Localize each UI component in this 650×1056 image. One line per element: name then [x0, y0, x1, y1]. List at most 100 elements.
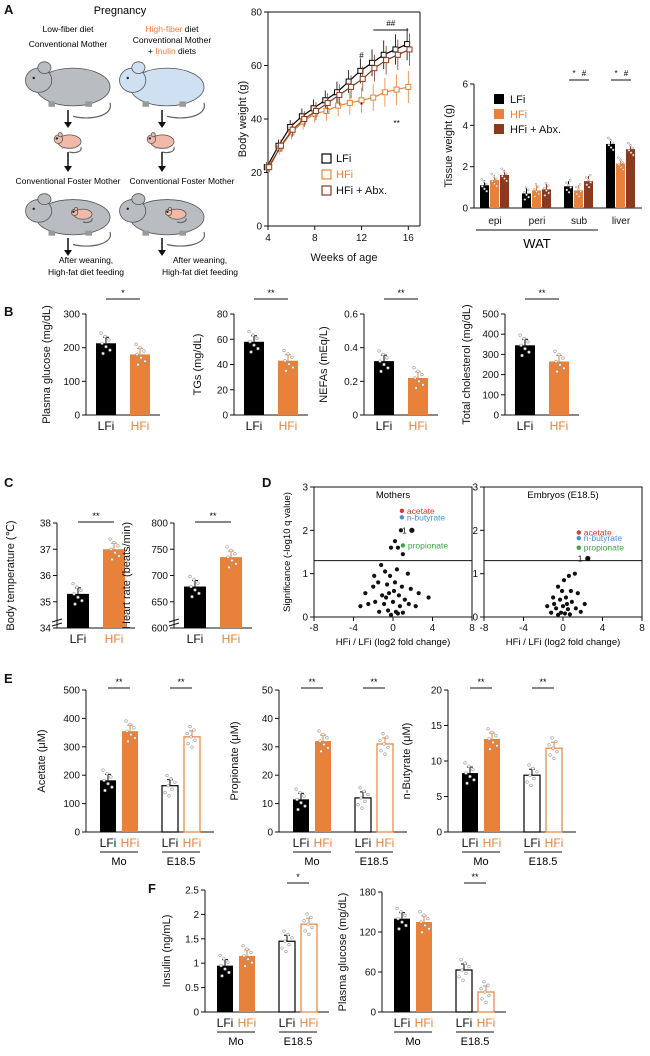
e_propionate-y-tick-label: 30 [262, 742, 274, 753]
volcano-point [559, 588, 565, 594]
bar-dot [290, 355, 294, 359]
line-point [406, 46, 413, 53]
e_butyrate-y-tick-label: 0 [436, 828, 442, 839]
b_cholesterol-chart: 0 100 200 300 400 500 Total cholesterol (mg/dL… [461, 288, 579, 433]
line-point [381, 89, 388, 96]
e_acetate-y-tick-label: 300 [63, 742, 80, 753]
bar-dot [412, 366, 416, 370]
d_mothers-x-tick-label: -4 [349, 623, 358, 634]
group-label: E18.5 [167, 856, 196, 868]
volcano-point [391, 588, 397, 594]
bar-category-label: LFi [100, 836, 117, 850]
bar-dot [71, 582, 75, 586]
bar [484, 738, 500, 832]
bar-dot [290, 936, 294, 940]
volcano-point [426, 595, 431, 600]
bar-dot [109, 547, 113, 551]
volcano-point [573, 606, 578, 611]
tissue-bar [584, 181, 593, 208]
bar-dot [302, 794, 306, 798]
bar-dot [487, 993, 491, 998]
tissue-dot [622, 168, 625, 171]
volcano-point [395, 611, 401, 616]
bar-dot [420, 930, 424, 934]
volcano-point [392, 580, 398, 585]
pup-left-leg-back [73, 146, 76, 149]
volcano-labeled-point [409, 527, 415, 533]
line-point [371, 65, 378, 72]
bar-dot [464, 771, 468, 775]
b_tgs-y-label: TGs (mg/dL) [192, 334, 204, 396]
volcano-point [567, 612, 573, 617]
bar-dot [362, 789, 366, 793]
foster-pup-left-eye [72, 210, 75, 213]
d_mothers-y-tick-label: 0 [302, 613, 308, 624]
bar-dot [562, 366, 566, 370]
bar-dot [484, 1000, 488, 1004]
bar-dot [134, 342, 138, 346]
c_heart_rate-chart: 600 650 700 750 800 Heart rate (beats/min) LFi… [121, 511, 252, 646]
tissue-dot [632, 153, 635, 157]
tissue-dot [492, 175, 496, 178]
bar-dot [561, 356, 565, 360]
bar-dot [467, 764, 471, 768]
line-point [324, 99, 331, 106]
bar-dot [531, 766, 535, 771]
bar-dot [143, 359, 147, 363]
volcano-point [575, 591, 580, 596]
b_tgs-y-tick-label: 60 [217, 335, 229, 346]
bar-dot [192, 578, 196, 582]
tissue-dot [619, 158, 622, 162]
bar [549, 361, 569, 415]
b_nefas-y-tick-label: 0.4 [344, 343, 358, 354]
bar [408, 377, 428, 415]
bar-dot [461, 978, 465, 982]
bar-dot [197, 591, 201, 595]
pup-right-leg-front [154, 146, 157, 149]
diet-word: diet [182, 24, 199, 34]
bar-dot [305, 912, 309, 916]
bar-dot [80, 599, 84, 603]
bar-category-label: HFi [545, 836, 564, 850]
body_weight-y-label: Body weight (g) [237, 81, 249, 157]
tissue-dot [567, 183, 570, 187]
bar-category-label: HFi [314, 836, 333, 850]
bar-dot [422, 913, 426, 917]
right-inulin-label: + Inulin diets [148, 46, 196, 56]
tissue-dot [619, 165, 623, 169]
bar-dot [366, 792, 370, 797]
bar-dot [427, 927, 431, 931]
tissue_weight-y-tick-label: 0 [462, 204, 468, 215]
volcano-point [560, 604, 566, 609]
f_insulin-y-tick-label: 1 [193, 959, 199, 970]
foster-mouse-left-eye [32, 207, 35, 210]
bar-dot [396, 917, 400, 921]
tissue-dot [565, 188, 569, 192]
legend-label: LFi [510, 94, 525, 106]
bar-dot [287, 362, 291, 366]
tissue-dot [607, 143, 611, 147]
tissue-dot [480, 178, 483, 181]
volcano-labeled-point [576, 535, 581, 541]
bar-dot [193, 738, 197, 742]
tissue-bar [574, 190, 583, 208]
bar-category-label: HFi [121, 836, 140, 850]
tissue-dot [481, 185, 484, 188]
bar-dot [529, 783, 533, 788]
tissue-dot [627, 149, 631, 152]
volcano-point [380, 593, 385, 598]
bar-category-label: HFi [131, 419, 150, 433]
d_embryos-title: Embryos (E18.5) [527, 490, 598, 501]
bar-dot [188, 725, 192, 729]
bar-dot [527, 350, 531, 354]
legend-label: LFi [336, 153, 351, 165]
tissue-dot [577, 187, 580, 191]
d_mothers-y-label: Significance (-log10 q value) [282, 492, 293, 612]
plus-sign: + [148, 46, 155, 56]
bar-dot [465, 781, 469, 785]
bar-dot [551, 746, 555, 750]
bar-dot [472, 778, 476, 782]
bar-category-label: HFi [550, 419, 569, 433]
c_temperature-axis-break [51, 618, 63, 623]
